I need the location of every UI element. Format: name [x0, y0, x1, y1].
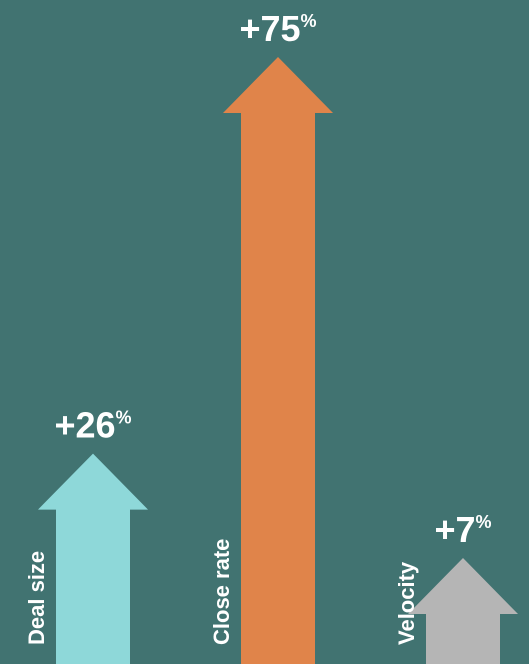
value-unit: % — [476, 512, 492, 532]
arrow-bar-deal-size — [38, 453, 148, 664]
value-number: +7 — [434, 509, 475, 550]
value-label: +7% — [434, 509, 491, 550]
category-label: Close rate — [209, 539, 234, 645]
value-unit: % — [116, 408, 132, 428]
arrow-bar-close-rate — [223, 57, 333, 664]
category-label: Deal size — [24, 551, 49, 645]
arrow-bar-velocity — [408, 558, 518, 664]
value-label: +75% — [239, 8, 316, 49]
value-label: +26% — [54, 405, 131, 446]
value-number: +75 — [239, 8, 300, 49]
value-number: +26 — [54, 405, 115, 446]
value-unit: % — [301, 11, 317, 31]
category-label: Velocity — [394, 561, 419, 645]
